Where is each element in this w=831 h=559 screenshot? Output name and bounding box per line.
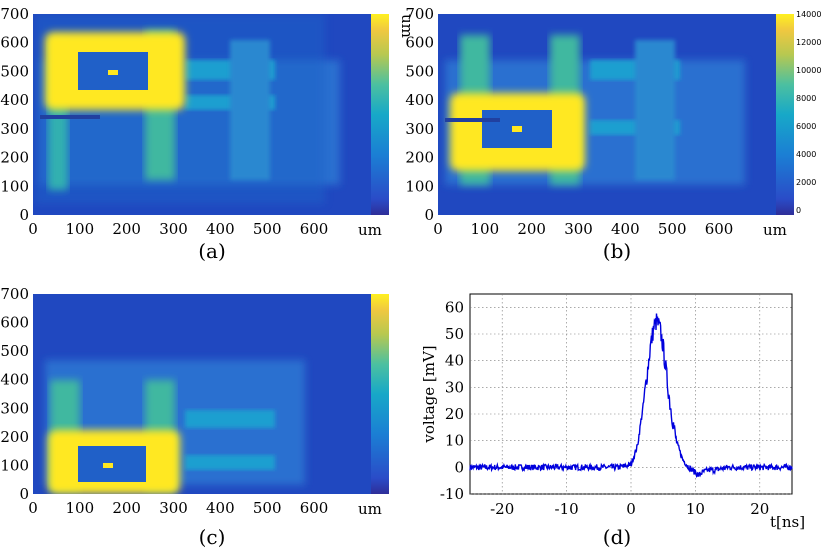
x-tick-label: 10 [686, 500, 705, 518]
y-tick-label: 60 [445, 298, 464, 316]
x-tick-label: 400 [206, 220, 235, 238]
y-tick-label: 0 [454, 458, 464, 476]
line-panel-d: -10 0 10 20 30 40 50 60 -20 -10 0 10 20 voltage [mV… [420, 293, 805, 549]
x-tick-label: 400 [611, 220, 640, 238]
heatmap-b-pattern [445, 35, 745, 185]
y-tick-label: 400 [405, 91, 434, 109]
y-tick-label: 300 [0, 399, 29, 417]
x-tick-label: 300 [564, 220, 593, 238]
x-axis-d: -20 -10 0 10 20 [490, 500, 769, 518]
y-tick-label: 300 [405, 120, 434, 138]
y-tick-label: 10 [445, 432, 464, 450]
x-axis-a: 0 100 200 300 400 500 600 [28, 220, 328, 238]
x-axis-c: 0 100 200 300 400 500 600 [28, 499, 328, 517]
caption-b: (b) [603, 239, 631, 263]
y-tick-label: 200 [405, 149, 434, 167]
x-tick-label: 200 [112, 220, 141, 238]
x-label-d: t[ns] [770, 513, 805, 531]
y-tick-label: 100 [0, 456, 29, 474]
x-tick-label: 100 [66, 499, 95, 517]
x-tick-label: 0 [28, 499, 38, 517]
y-axis-a: 0 100 200 300 400 500 600 700 [0, 5, 29, 224]
x-tick-label: 100 [66, 220, 95, 238]
y-tick-label: 600 [0, 34, 29, 52]
x-tick-label: 300 [159, 220, 188, 238]
y-tick-label: 700 [0, 5, 29, 23]
heatmap-a-pattern [35, 14, 340, 204]
caption-c: (c) [199, 525, 226, 549]
y-tick-label: 500 [0, 342, 29, 360]
x-axis-b: 0 100 200 300 400 500 600 [433, 220, 733, 238]
colorbar-tick-label: 6000 [796, 122, 816, 131]
y-axis-c: 0 100 200 300 400 500 600 700 [0, 285, 29, 503]
y-tick-label: 30 [445, 378, 464, 396]
caption-a: (a) [198, 239, 226, 263]
y-tick-label: 200 [0, 149, 29, 167]
y-tick-label: 100 [0, 177, 29, 195]
colorbar-a [371, 14, 389, 215]
colorbar-ticks-b: 0 2000 4000 6000 8000 10000 12000 14000 [796, 10, 821, 215]
x-unit-a: um [358, 221, 382, 239]
colorbar-tick-label: 10000 [796, 66, 821, 75]
y-tick-label: 600 [0, 314, 29, 332]
colorbar-tick-label: 2000 [796, 178, 816, 187]
x-tick-label: 600 [300, 499, 329, 517]
x-tick-label: 300 [159, 499, 188, 517]
y-tick-label: 200 [0, 428, 29, 446]
heatmap-panel-c: 0 100 200 300 400 500 600 700 0 100 200 300 400 500 6… [0, 285, 389, 549]
x-tick-label: -10 [555, 500, 579, 518]
x-tick-label: 0 [433, 220, 443, 238]
x-tick-label: 600 [300, 220, 329, 238]
y-tick-label: 500 [0, 62, 29, 80]
x-tick-label: 20 [750, 500, 769, 518]
y-tick-label: 400 [0, 91, 29, 109]
y-tick-label: 500 [405, 62, 434, 80]
x-tick-label: 500 [658, 220, 687, 238]
y-tick-label: 50 [445, 325, 464, 343]
colorbar-tick-label: 0 [796, 206, 801, 215]
y-tick-label: 0 [424, 206, 434, 224]
x-unit-c: um [358, 500, 382, 518]
heatmap-panel-a: 0 100 200 300 400 500 600 700 0 100 200 300 400 500 6… [0, 5, 389, 263]
x-tick-label: 200 [517, 220, 546, 238]
y-tick-label: 700 [405, 5, 434, 23]
y-tick-label: 300 [0, 120, 29, 138]
y-tick-label: 20 [445, 405, 464, 423]
colorbar-tick-label: 4000 [796, 150, 816, 159]
y-tick-label: 100 [405, 177, 434, 195]
colorbar-c [371, 294, 389, 494]
y-tick-label: 600 [405, 34, 434, 52]
y-tick-label: 700 [0, 285, 29, 303]
x-tick-label: 500 [253, 499, 282, 517]
x-tick-label: 100 [471, 220, 500, 238]
x-tick-label: 500 [253, 220, 282, 238]
y-tick-label: 0 [19, 485, 29, 503]
caption-d: (d) [603, 525, 631, 549]
x-tick-label: 600 [705, 220, 734, 238]
x-tick-label: 0 [626, 500, 636, 518]
x-tick-label: 200 [112, 499, 141, 517]
x-tick-label: 0 [28, 220, 38, 238]
y-unit-b: um [398, 14, 416, 38]
y-axis-d: -10 0 10 20 30 40 50 60 [440, 298, 464, 503]
y-tick-label: -10 [440, 485, 464, 503]
heatmap-c-pattern [45, 360, 305, 494]
y-tick-label: 40 [445, 352, 464, 370]
colorbar-tick-label: 12000 [796, 38, 821, 47]
y-tick-label: 0 [19, 206, 29, 224]
x-unit-b: um [763, 221, 787, 239]
colorbar-tick-label: 14000 [796, 10, 821, 19]
y-tick-label: 400 [0, 371, 29, 389]
y-label-d: voltage [mV] [420, 345, 438, 443]
y-axis-b: 0 100 200 300 400 500 600 700 [405, 5, 434, 224]
colorbar-b [776, 14, 794, 215]
waveform-line [469, 313, 793, 478]
colorbar-tick-label: 8000 [796, 94, 816, 103]
grid-d [470, 294, 792, 495]
x-tick-label: 400 [206, 499, 235, 517]
x-tick-label: -20 [490, 500, 514, 518]
